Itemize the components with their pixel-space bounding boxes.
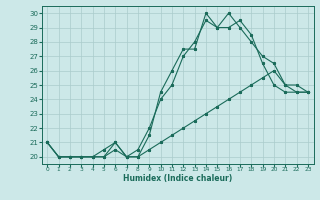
- X-axis label: Humidex (Indice chaleur): Humidex (Indice chaleur): [123, 174, 232, 183]
